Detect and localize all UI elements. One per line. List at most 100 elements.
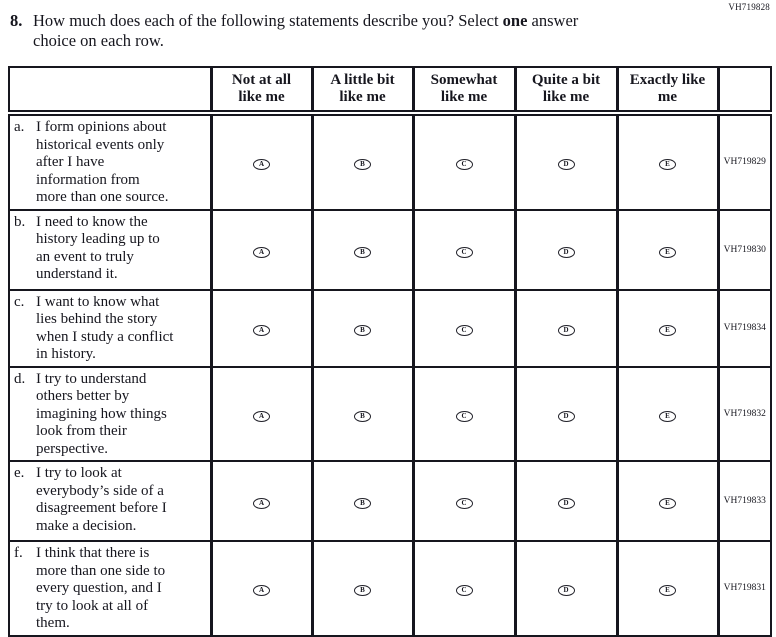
answer-cell: A — [209, 288, 314, 368]
answer-cell: D — [513, 540, 619, 637]
statement-text: I think that there is more than one side… — [36, 545, 166, 631]
answer-cell: E — [615, 460, 720, 542]
answer-bubble-c[interactable]: C — [455, 159, 473, 171]
table-row-b: b. I need to know the history leading up… — [8, 208, 772, 291]
answer-cell: E — [615, 365, 720, 462]
answer-bubble-b[interactable]: B — [354, 246, 371, 258]
question-number: 8. — [10, 11, 23, 30]
answer-cell: A — [209, 540, 314, 637]
table-row-a: a. I form opinions about historical even… — [8, 112, 772, 211]
answer-bubble-b[interactable]: B — [354, 498, 371, 509]
row-letter: f. — [14, 545, 23, 561]
answer-bubble-c[interactable]: C — [455, 585, 473, 597]
statement-text: I try to look at everybody’s side of a d… — [36, 465, 167, 534]
row-code: VH719833 — [716, 460, 772, 542]
answer-bubble-d[interactable]: D — [557, 410, 575, 422]
answer-cell: C — [411, 208, 517, 291]
table-row-f: f. I think that there is more than one s… — [8, 540, 772, 637]
answer-cell: D — [513, 288, 619, 368]
answer-bubble-c[interactable]: C — [455, 498, 473, 509]
row-letter: b. — [14, 213, 26, 230]
header-row: Not at all like me A little bit like me … — [8, 66, 772, 116]
answer-cell: B — [310, 460, 415, 542]
answer-bubble-e[interactable]: E — [659, 498, 676, 509]
column-header-quite-a-bit: Quite a bit like me — [513, 66, 619, 116]
statement-cell: f. I think that there is more than one s… — [8, 540, 212, 637]
answer-bubble-d[interactable]: D — [557, 246, 575, 258]
answer-bubble-b[interactable]: B — [354, 585, 371, 597]
statement-cell: b. I need to know the history leading up… — [8, 208, 212, 291]
question-bold-word: one — [502, 11, 528, 30]
answer-cell: B — [310, 112, 415, 211]
answer-bubble-e[interactable]: E — [659, 159, 676, 171]
answer-bubble-a[interactable]: A — [253, 585, 270, 597]
question-line1-suffix: answer — [527, 11, 579, 30]
column-header-somewhat: Somewhat like me — [411, 66, 517, 116]
answer-bubble-e[interactable]: E — [659, 246, 676, 258]
statement-cell: c. I want to know what lies behind the s… — [8, 288, 212, 368]
row-code: VH719832 — [716, 365, 772, 462]
answer-cell: D — [513, 365, 619, 462]
answer-cell: E — [615, 208, 720, 291]
answer-bubble-d[interactable]: D — [557, 325, 575, 336]
statement-cell: d. I try to understand others better by … — [8, 365, 212, 462]
row-letter: a. — [14, 119, 25, 135]
answer-bubble-b[interactable]: B — [354, 410, 371, 422]
row-letter: c. — [14, 293, 25, 310]
survey-matrix-table: Not at all like me A little bit like me … — [8, 66, 772, 637]
answer-cell: D — [513, 208, 619, 291]
answer-bubble-a[interactable]: A — [253, 325, 270, 336]
answer-cell: B — [310, 540, 415, 637]
answer-bubble-c[interactable]: C — [455, 246, 473, 258]
table-row-e: e. I try to look at everybody’s side of … — [8, 460, 772, 542]
answer-bubble-c[interactable]: C — [455, 325, 473, 336]
answer-bubble-e[interactable]: E — [659, 410, 676, 422]
row-code: VH719834 — [716, 288, 772, 368]
answer-bubble-a[interactable]: A — [253, 498, 270, 509]
row-letter: d. — [14, 370, 26, 387]
statement-text: I form opinions about historical events … — [36, 119, 169, 205]
column-header-exactly: Exactly like me — [615, 66, 720, 116]
answer-bubble-a[interactable]: A — [253, 246, 270, 258]
answer-cell: E — [615, 288, 720, 368]
answer-bubble-b[interactable]: B — [354, 159, 371, 171]
answer-bubble-d[interactable]: D — [557, 498, 575, 509]
answer-cell: B — [310, 208, 415, 291]
answer-bubble-a[interactable]: A — [253, 410, 270, 422]
answer-cell: E — [615, 112, 720, 211]
answer-cell: B — [310, 365, 415, 462]
answer-cell: C — [411, 540, 517, 637]
answer-bubble-c[interactable]: C — [455, 410, 473, 422]
answer-bubble-b[interactable]: B — [354, 325, 371, 336]
answer-bubble-a[interactable]: A — [253, 159, 270, 171]
row-letter: e. — [14, 465, 25, 481]
answer-bubble-d[interactable]: D — [557, 585, 575, 597]
column-header-not-at-all: Not at all like me — [209, 66, 314, 116]
row-code: VH719829 — [716, 112, 772, 211]
table-row-d: d. I try to understand others better by … — [8, 365, 772, 462]
answer-cell: C — [411, 460, 517, 542]
answer-cell: E — [615, 540, 720, 637]
answer-cell: C — [411, 112, 517, 211]
question-line2: choice on each row. — [33, 31, 164, 50]
statement-text: I need to know the history leading up to… — [36, 213, 160, 283]
row-code: VH719831 — [716, 540, 772, 637]
statement-text: I try to understand others better by ima… — [36, 370, 167, 457]
answer-cell: D — [513, 460, 619, 542]
column-header-a-little-bit: A little bit like me — [310, 66, 415, 116]
answer-cell: A — [209, 365, 314, 462]
answer-cell: A — [209, 460, 314, 542]
answer-cell: B — [310, 288, 415, 368]
answer-cell: D — [513, 112, 619, 211]
row-code: VH719830 — [716, 208, 772, 291]
answer-bubble-e[interactable]: E — [659, 325, 676, 336]
answer-bubble-d[interactable]: D — [557, 159, 575, 171]
question-text: How much does each of the following stat… — [33, 11, 578, 51]
question-block: 8. How much does each of the following s… — [10, 11, 578, 51]
table-row-c: c. I want to know what lies behind the s… — [8, 288, 772, 368]
statement-cell: a. I form opinions about historical even… — [8, 112, 212, 211]
answer-cell: A — [209, 112, 314, 211]
page-accession-code: VH719828 — [728, 2, 770, 12]
question-line1-prefix: How much does each of the following stat… — [33, 11, 503, 30]
answer-bubble-e[interactable]: E — [659, 585, 676, 597]
